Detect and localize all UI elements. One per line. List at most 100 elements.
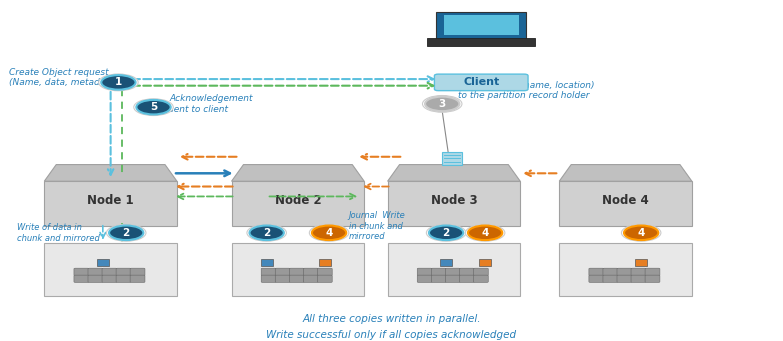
- FancyBboxPatch shape: [232, 181, 364, 226]
- FancyBboxPatch shape: [442, 152, 462, 165]
- Circle shape: [101, 75, 135, 90]
- FancyBboxPatch shape: [262, 268, 276, 276]
- Text: Acknowledgement
sent to client: Acknowledgement sent to client: [169, 94, 253, 114]
- Text: Create Object request
(Name, data, metadata): Create Object request (Name, data, metad…: [9, 68, 118, 87]
- FancyBboxPatch shape: [232, 243, 364, 296]
- FancyBboxPatch shape: [460, 268, 474, 276]
- FancyBboxPatch shape: [303, 275, 318, 282]
- FancyBboxPatch shape: [261, 259, 272, 266]
- FancyBboxPatch shape: [74, 275, 88, 282]
- Polygon shape: [232, 165, 364, 181]
- Text: Write successful only if all copies acknowledged: Write successful only if all copies ackn…: [266, 330, 517, 340]
- FancyBboxPatch shape: [116, 275, 131, 282]
- FancyBboxPatch shape: [603, 268, 618, 276]
- FancyBboxPatch shape: [417, 268, 432, 276]
- Text: 4: 4: [637, 228, 645, 238]
- FancyBboxPatch shape: [589, 268, 604, 276]
- Text: Node 1: Node 1: [88, 194, 134, 207]
- Text: 2: 2: [263, 228, 270, 238]
- FancyBboxPatch shape: [276, 268, 290, 276]
- FancyBboxPatch shape: [319, 259, 331, 266]
- FancyBboxPatch shape: [431, 268, 446, 276]
- FancyBboxPatch shape: [479, 259, 491, 266]
- FancyBboxPatch shape: [446, 275, 460, 282]
- Text: 3: 3: [438, 99, 446, 109]
- Circle shape: [465, 224, 505, 241]
- FancyBboxPatch shape: [388, 243, 520, 296]
- Text: 4: 4: [326, 228, 333, 238]
- Circle shape: [99, 74, 138, 91]
- FancyBboxPatch shape: [435, 74, 528, 91]
- FancyBboxPatch shape: [631, 275, 646, 282]
- Circle shape: [425, 97, 460, 111]
- FancyBboxPatch shape: [130, 275, 145, 282]
- Text: 2: 2: [442, 228, 449, 238]
- FancyBboxPatch shape: [388, 181, 520, 226]
- FancyBboxPatch shape: [317, 275, 332, 282]
- Text: Index update (name, location)
to the partition record holder: Index update (name, location) to the par…: [458, 81, 594, 100]
- FancyBboxPatch shape: [460, 275, 474, 282]
- FancyBboxPatch shape: [428, 39, 535, 46]
- Circle shape: [429, 225, 464, 240]
- Text: Node 2: Node 2: [275, 194, 321, 207]
- FancyBboxPatch shape: [617, 268, 632, 276]
- FancyBboxPatch shape: [102, 275, 117, 282]
- FancyBboxPatch shape: [45, 181, 177, 226]
- Text: 4: 4: [482, 228, 489, 238]
- Circle shape: [247, 224, 287, 241]
- Circle shape: [622, 224, 661, 241]
- Polygon shape: [388, 165, 520, 181]
- Text: Client: Client: [463, 77, 500, 87]
- Circle shape: [309, 224, 348, 241]
- Circle shape: [427, 224, 466, 241]
- Circle shape: [624, 225, 659, 240]
- FancyBboxPatch shape: [436, 12, 526, 39]
- FancyBboxPatch shape: [417, 275, 432, 282]
- Circle shape: [109, 225, 143, 240]
- FancyBboxPatch shape: [635, 259, 647, 266]
- FancyBboxPatch shape: [289, 275, 304, 282]
- FancyBboxPatch shape: [589, 275, 604, 282]
- Circle shape: [136, 100, 171, 115]
- Polygon shape: [559, 165, 692, 181]
- FancyBboxPatch shape: [440, 259, 452, 266]
- FancyBboxPatch shape: [262, 275, 276, 282]
- Text: Journal  Write
in chunk and
mirrored: Journal Write in chunk and mirrored: [348, 211, 406, 241]
- FancyBboxPatch shape: [276, 275, 290, 282]
- FancyBboxPatch shape: [645, 268, 660, 276]
- Text: 1: 1: [115, 77, 122, 87]
- FancyBboxPatch shape: [102, 268, 117, 276]
- FancyBboxPatch shape: [130, 268, 145, 276]
- FancyBboxPatch shape: [431, 275, 446, 282]
- FancyBboxPatch shape: [97, 259, 109, 266]
- Text: Write of data in
chunk and mirrored: Write of data in chunk and mirrored: [17, 223, 100, 242]
- FancyBboxPatch shape: [603, 275, 618, 282]
- FancyBboxPatch shape: [559, 243, 692, 296]
- Circle shape: [312, 225, 346, 240]
- FancyBboxPatch shape: [446, 268, 460, 276]
- FancyBboxPatch shape: [474, 268, 489, 276]
- Circle shape: [250, 225, 283, 240]
- Text: 5: 5: [150, 102, 157, 112]
- Circle shape: [423, 95, 462, 112]
- FancyBboxPatch shape: [88, 268, 103, 276]
- Circle shape: [134, 99, 173, 116]
- Circle shape: [106, 224, 146, 241]
- Polygon shape: [45, 165, 177, 181]
- Text: Node 4: Node 4: [602, 194, 649, 207]
- FancyBboxPatch shape: [74, 268, 88, 276]
- Text: Node 3: Node 3: [431, 194, 477, 207]
- FancyBboxPatch shape: [631, 268, 646, 276]
- FancyBboxPatch shape: [88, 275, 103, 282]
- Text: 2: 2: [123, 228, 130, 238]
- FancyBboxPatch shape: [444, 15, 518, 35]
- FancyBboxPatch shape: [116, 268, 131, 276]
- Text: All three copies written in parallel.: All three copies written in parallel.: [302, 314, 481, 324]
- FancyBboxPatch shape: [45, 243, 177, 296]
- FancyBboxPatch shape: [474, 275, 489, 282]
- FancyBboxPatch shape: [645, 275, 660, 282]
- FancyBboxPatch shape: [617, 275, 632, 282]
- FancyBboxPatch shape: [289, 268, 304, 276]
- Circle shape: [468, 225, 502, 240]
- FancyBboxPatch shape: [303, 268, 318, 276]
